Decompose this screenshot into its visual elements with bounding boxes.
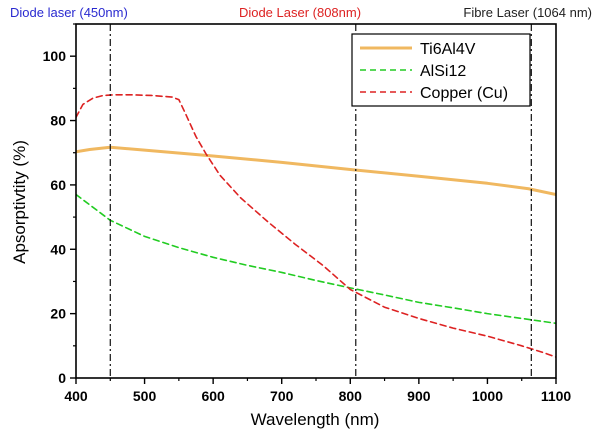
legend-entry-2: AlSi12 xyxy=(420,63,466,80)
y-axis-label: Apsorptivtity (%) xyxy=(10,140,29,264)
x-tick-label: 400 xyxy=(64,388,88,404)
x-axis-label: Wavelength (nm) xyxy=(251,410,380,429)
reference-label-1: Diode laser (450nm) xyxy=(10,5,128,20)
y-tick-label: 0 xyxy=(58,370,66,386)
axis-labels-layer: Wavelength (nm) Apsorptivtity (%) xyxy=(10,140,379,429)
tick-labels-layer: 400 500 600 700 800 900 1000 1100 0 20 40 60 80 100 xyxy=(43,48,572,404)
axes-layer xyxy=(70,23,557,384)
x-tick-label: 800 xyxy=(339,388,363,404)
series-line-3 xyxy=(76,94,556,358)
plot-lines-layer xyxy=(76,94,556,358)
reference-label-2: Diode Laser (808nm) xyxy=(239,5,361,20)
series-line-1 xyxy=(76,145,556,197)
x-tick-label: 600 xyxy=(201,388,225,404)
series-line-2 xyxy=(76,193,556,325)
x-tick-label: 500 xyxy=(133,388,157,404)
x-tick-label: 700 xyxy=(270,388,294,404)
y-tick-label: 100 xyxy=(43,48,67,64)
reference-label-3: Fibre Laser (1064 nm) xyxy=(463,5,592,20)
legend: Ti6Al4V AlSi12 Copper (Cu) xyxy=(351,33,531,107)
y-tick-label: 60 xyxy=(50,177,66,193)
legend-entry-3: Copper (Cu) xyxy=(420,85,508,102)
y-tick-label: 80 xyxy=(50,113,66,129)
y-tick-label: 20 xyxy=(50,306,66,322)
x-tick-label: 900 xyxy=(407,388,431,404)
x-tick-label: 1000 xyxy=(472,388,503,404)
legend-entry-1: Ti6Al4V xyxy=(420,41,476,58)
x-tick-label: 1100 xyxy=(541,388,572,404)
y-tick-label: 40 xyxy=(50,241,66,257)
reference-lines-layer: Diode laser (450nm) Diode Laser (808nm) Fi… xyxy=(10,5,592,378)
